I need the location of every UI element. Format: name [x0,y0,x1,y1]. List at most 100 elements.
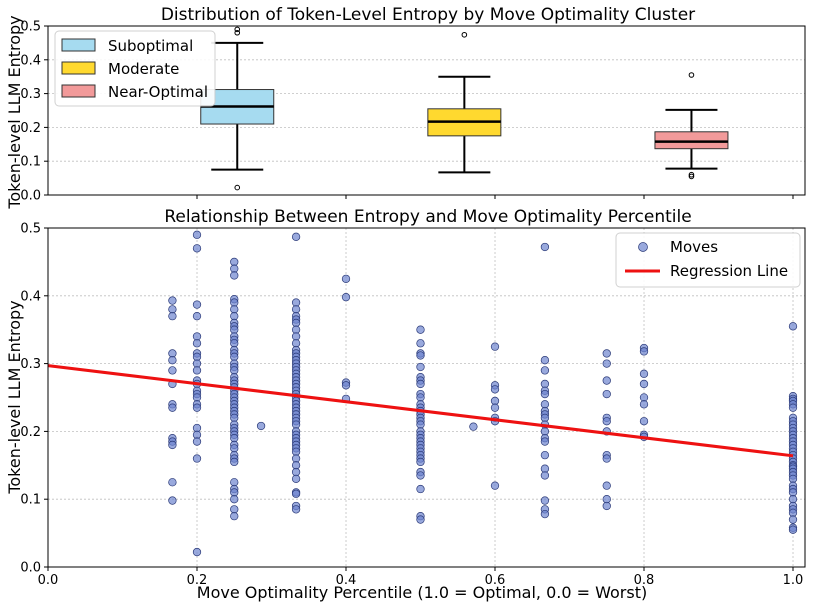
scatter-point [540,242,550,252]
scatter-xlabel: Move Optimality Percentile (1.0 = Optima… [197,583,647,602]
scatter-point [168,478,177,487]
scatter-point [602,389,611,399]
scatter-point [168,356,177,365]
box-near-optimal [654,72,729,180]
scatter-point [639,400,649,409]
scatter-point [490,403,500,412]
scatter-point [540,509,550,519]
scatter-point [602,376,611,385]
scatter-ytick-label: 0.3 [20,357,41,372]
scatter-point [788,322,798,331]
scatter-point [168,366,177,375]
scatter-point [788,525,798,534]
scatter-point [192,454,202,463]
box-outlier [688,72,695,78]
regression-line [47,364,794,458]
scatter-xtick-label: 0.2 [187,573,208,588]
scatter-point [341,293,351,302]
scatter-point [788,515,798,524]
box-outlier [234,184,241,191]
scatter-yticks: 0.0 0.1 0.2 0.3 0.4 0.5 [20,222,48,576]
scatter-point [639,417,649,426]
scatter-point [291,505,301,514]
box-outlier [234,29,241,36]
scatter-point [291,474,301,484]
boxplot-ytick-label: 0.2 [20,121,41,136]
scatter-point [540,496,550,505]
scatter-point [540,437,550,446]
boxplot-ytick-label: 0.1 [20,155,41,170]
scatter-point [469,422,478,431]
regression-line-group [47,364,794,458]
scatter-xtick-label: 0.8 [634,573,655,588]
scatter-point [192,244,202,253]
boxplot-yticks: 0.0 0.1 0.2 0.3 0.4 0.5 [20,20,794,204]
box-suboptimal [200,26,275,191]
scatter-legend-marker [638,242,648,252]
scatter-point [230,495,239,504]
scatter-xtick-label: 0.6 [485,573,506,588]
box-outlier [461,31,468,38]
scatter-point [291,232,301,241]
scatter-point [230,457,239,467]
scatter-xtick-label: 0.0 [38,573,59,588]
scatter-ytick-label: 0.2 [20,425,41,440]
scatter-frame [47,227,806,568]
box-moderate [427,31,502,174]
boxplot-title: Distribution of Token-Level Entropy by M… [161,5,695,25]
scatter-point [490,385,500,394]
scatter-xtick-label: 1.0 [783,573,804,588]
scatter-point [540,471,550,480]
boxplot-frame [47,25,806,196]
scatter-point [416,471,425,480]
scatter-point [540,366,550,375]
scatter-point [490,481,500,490]
scatter-point [416,457,425,467]
scatter-point [192,366,202,375]
scatter-point [168,311,177,321]
scatter-point [192,437,202,446]
scatter-panel: Relationship Between Entropy and Move Op… [5,207,806,602]
boxplot-legend-swatch [61,84,96,98]
regression-legend-label: Regression Line [670,262,788,280]
boxplot-ytick-label: 0.0 [20,189,41,204]
scatter-point [192,547,202,557]
scatter-xtick-label: 0.4 [336,573,357,588]
box-outlier [688,171,695,178]
scatter-legend: Moves Regression Line [615,232,801,288]
scatter-point [416,484,425,494]
scatter-point [540,389,550,399]
boxplot-ytick-label: 0.3 [20,87,41,102]
scatter-point [192,300,202,309]
scatter-point [168,496,177,505]
boxplot-legend-swatch [61,61,96,75]
scatter-point [192,339,202,348]
scatter-point [788,403,798,412]
scatter-point [230,512,239,521]
boxplot-ytick-label: 0.4 [20,53,41,68]
scatter-point [416,351,425,360]
scatter-point [639,347,649,356]
boxplot-legend-label: Moderate [108,60,179,78]
boxplot-legend-label: Near-Optimal [108,83,208,101]
boxplot-legend-swatch [61,38,96,52]
scatter-point [602,501,611,511]
scatter-point [639,369,649,378]
scatter-title: Relationship Between Entropy and Move Op… [164,207,691,227]
box-outlier [234,26,241,33]
scatter-point [602,417,611,426]
scatter-point [416,379,425,389]
scatter-ylabel: Token-level LLM Entropy [5,300,24,494]
scatter-ytick-label: 0.5 [20,222,41,237]
box-iqr-rect [654,131,729,150]
scatter-legend-label: Moves [670,238,718,256]
scatter-point [192,403,202,412]
scatter-point [416,325,425,334]
scatter-point [192,311,202,321]
box-outlier [688,173,695,180]
scatter-point [168,403,177,412]
scatter-point [192,230,202,239]
boxplot-panel: Distribution of Token-Level Entropy by M… [5,5,806,210]
scatter-point [416,339,425,348]
scatter-xticks: 0.0 0.2 0.4 0.6 0.8 1.0 [38,567,804,588]
